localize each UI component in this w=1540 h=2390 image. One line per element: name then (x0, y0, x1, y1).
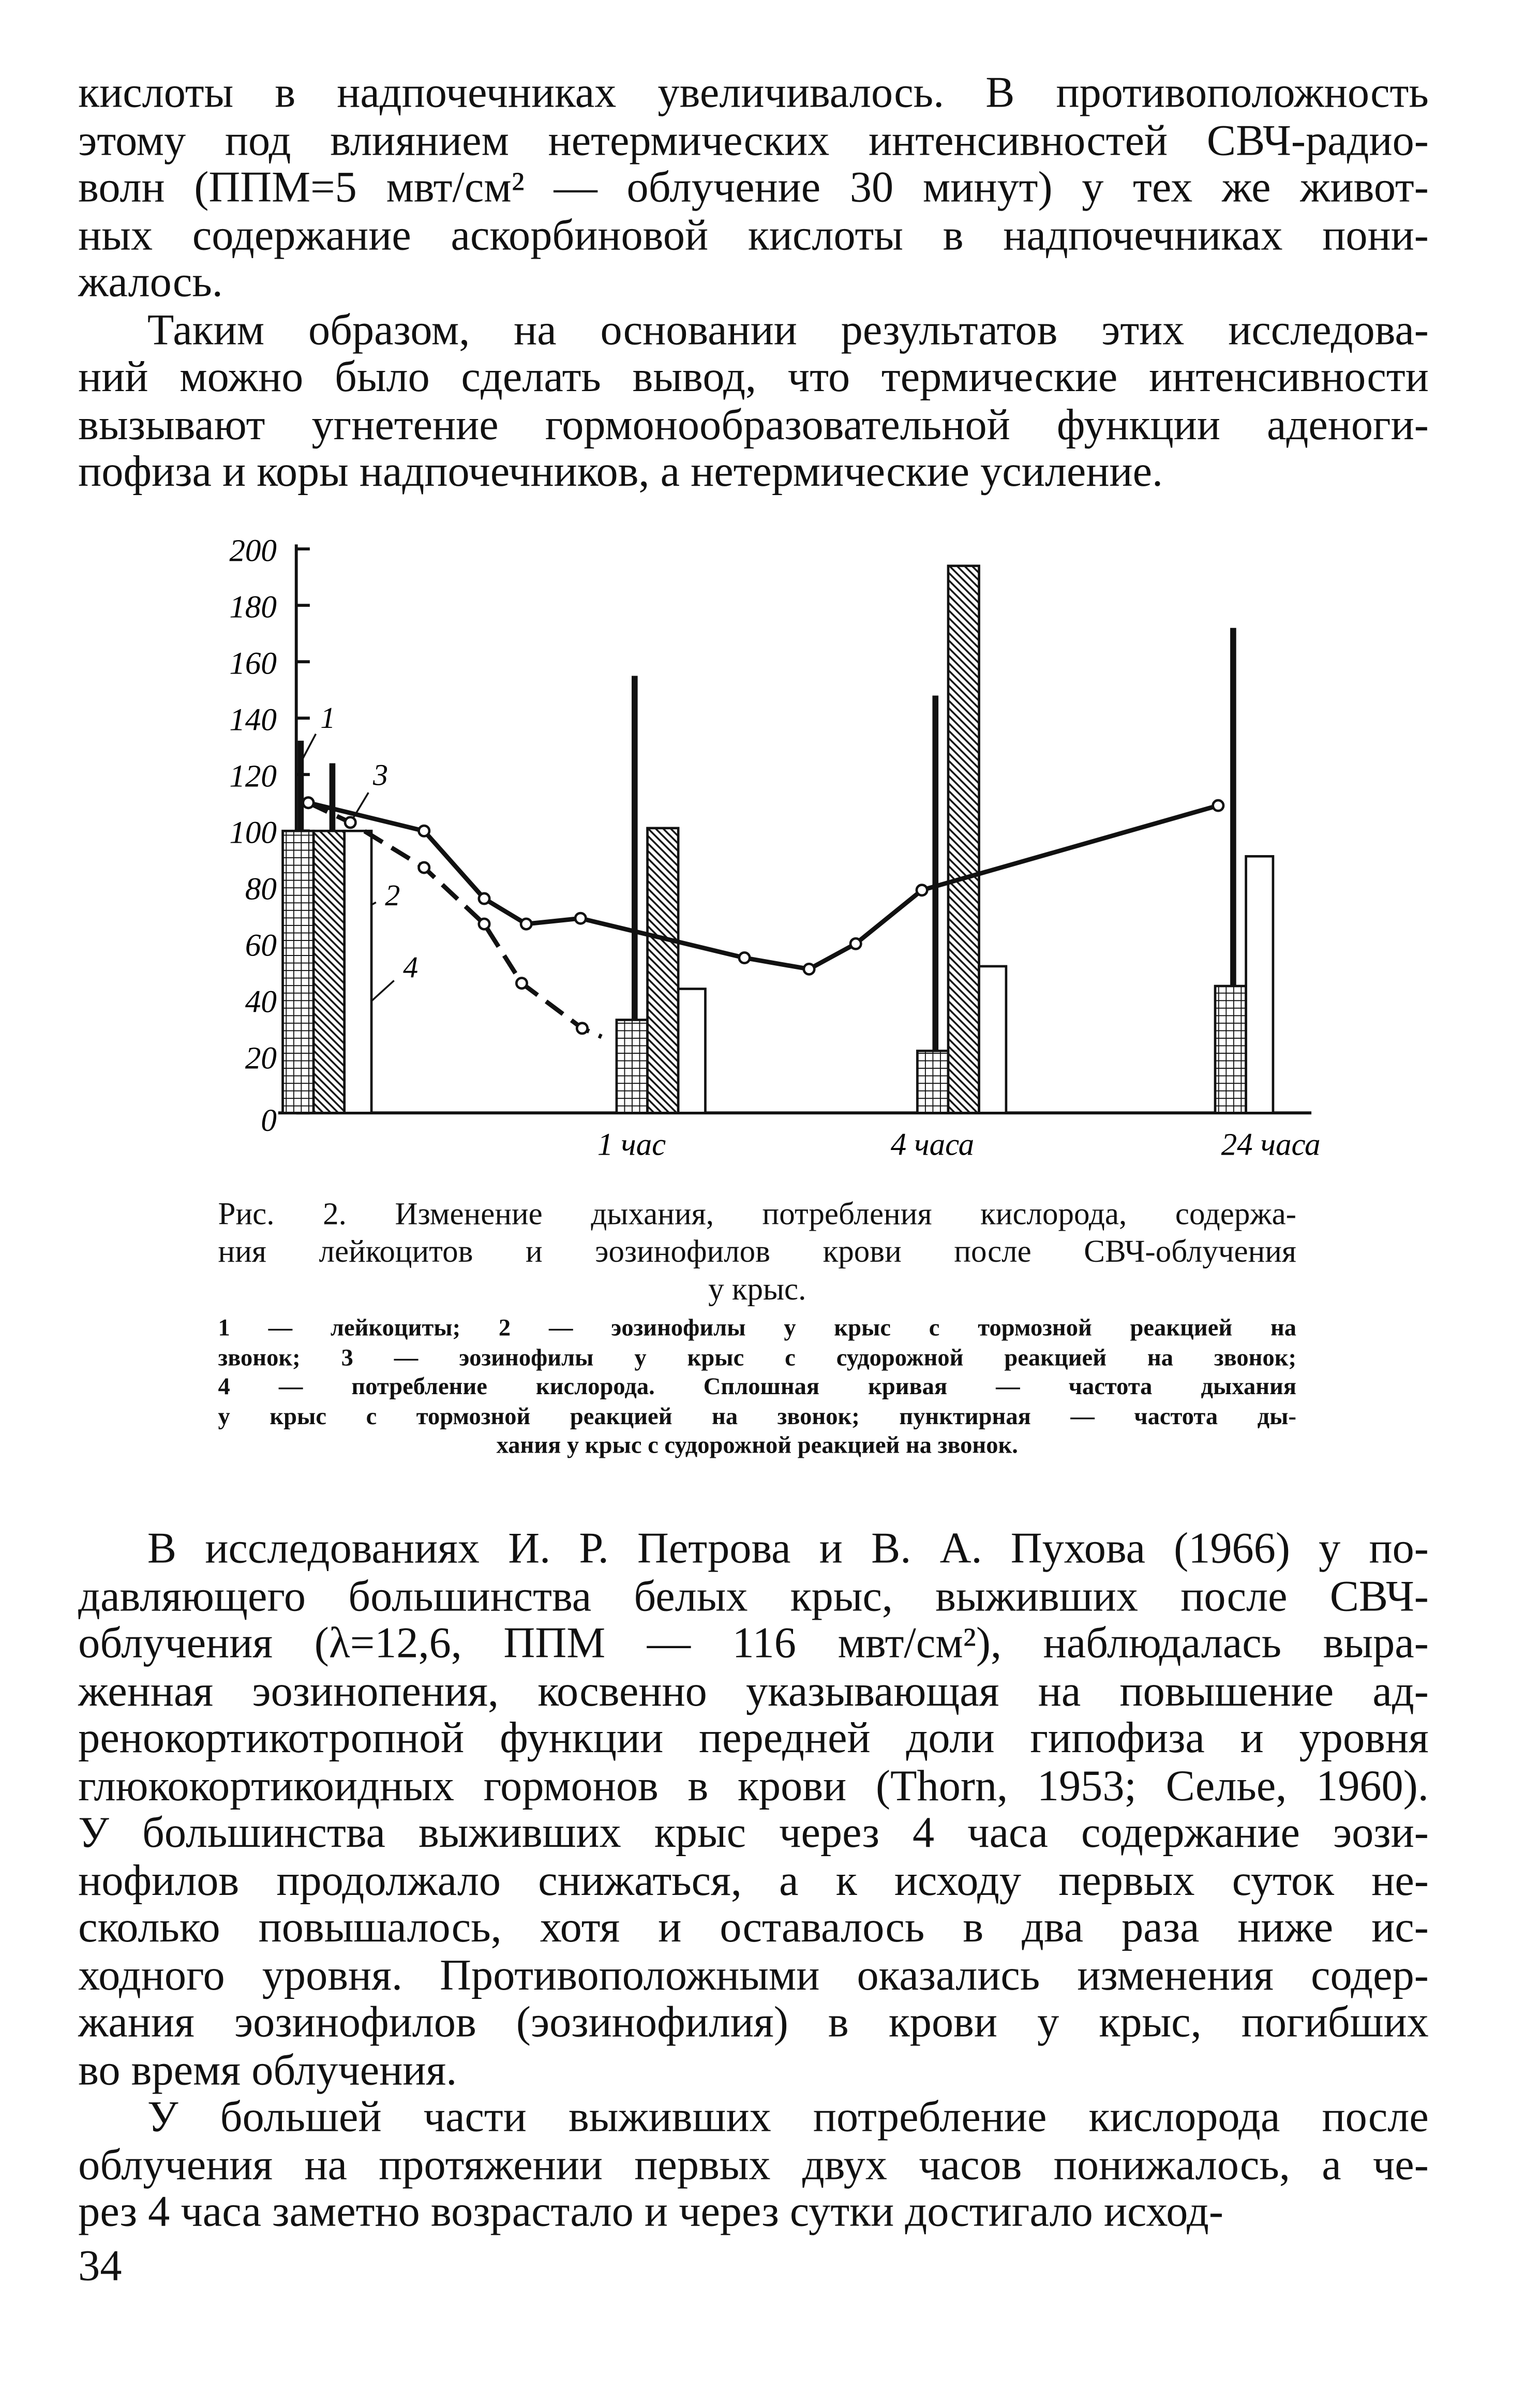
point (1212, 799, 1225, 812)
y-tick-label: 60 (245, 929, 277, 963)
text-line: во время облучения. (78, 2046, 457, 2095)
y-tick-label: 100 (229, 815, 277, 850)
bar (632, 676, 638, 1113)
point (915, 884, 929, 897)
bar (916, 1050, 950, 1114)
y-tick-label: 120 (229, 759, 277, 794)
text-line: хания у крыс с судорожной реакцией на зв… (496, 1433, 1018, 1459)
point (417, 824, 431, 838)
text-line: давляющего большинства белых крыс, выжив… (78, 1572, 1429, 1621)
y-tick-label: 180 (229, 590, 277, 624)
text-line: сколько повышалось, хотя и оставалось в … (78, 1904, 1429, 1952)
text-line: У большей части выживших потребление кис… (147, 2093, 1429, 2142)
text-line: В исследованиях И. Р. Петрова и В. А. Пу… (147, 1525, 1429, 1573)
y-tick-label: 20 (245, 1041, 277, 1076)
bar (978, 965, 1008, 1114)
point (519, 917, 533, 931)
point (343, 816, 357, 829)
point (477, 917, 491, 931)
text-line: нофилов продолжало снижаться, а к исходу… (78, 1856, 1429, 1905)
text-line: глюкокортикоидных гормонов в крови (Thor… (78, 1761, 1429, 1810)
bar (646, 827, 680, 1114)
bar (281, 829, 315, 1114)
y-tick-label: 0 (261, 1103, 277, 1138)
text-line: вызывают угнетение гормонообразовательно… (78, 400, 1429, 449)
text-line: ния лейкоцитов и эозинофилов крови после… (218, 1233, 1297, 1269)
text-line: ходного уровня. Противоположными оказали… (78, 1951, 1429, 2000)
x-tick-label: 4 часа (891, 1128, 974, 1162)
text-line: ных содержание аскорбиновой кислоты в на… (78, 211, 1429, 260)
text-line: У большинства выживших крыс через 4 часа… (78, 1809, 1429, 1858)
text-line: облучения (λ=12,6, ППМ — 116 мвт/см²), н… (78, 1620, 1429, 1668)
x-tick-label: 1 час (597, 1128, 666, 1162)
point (417, 861, 431, 874)
text-line: 4 — потребление кислорода. Сплошная крив… (218, 1375, 1297, 1400)
bar (1214, 984, 1247, 1114)
y-tick-label: 40 (245, 985, 277, 1020)
bar (932, 695, 939, 1113)
bar (312, 829, 346, 1114)
y-tick-label: 140 (229, 703, 277, 737)
point (477, 892, 491, 905)
page-number: 34 (78, 2242, 122, 2291)
y-tick-label: 80 (245, 872, 277, 907)
text-line: Рис. 2. Изменение дыхания, потребления к… (218, 1196, 1297, 1232)
text-line: жалось. (78, 259, 223, 307)
bar (615, 1019, 649, 1114)
text-line: пофиза и коры надпочечников, а нетермиче… (78, 448, 1163, 497)
y-tick-label: 160 (229, 646, 277, 681)
point (574, 912, 587, 925)
bar (343, 829, 373, 1114)
text-line: этому под влиянием нетермических интенси… (78, 116, 1429, 165)
text-line: ренокортикотропной функции передней доли… (78, 1714, 1429, 1763)
x-tick-label: 24 часа (1221, 1128, 1321, 1162)
point (575, 1022, 589, 1035)
text-line: у крыс. (708, 1271, 806, 1307)
point (302, 796, 315, 810)
bar (677, 988, 707, 1114)
text-line: звонок; 3 — эозинофилы у крыс с судорожн… (218, 1345, 1297, 1371)
bar (1230, 628, 1236, 1113)
text-line: 1 — лейкоциты; 2 — эозинофилы у крыс с т… (218, 1316, 1297, 1342)
text-line: жания эозинофилов (эозинофилия) в крови … (78, 1998, 1429, 2047)
point (738, 951, 751, 965)
point (849, 937, 862, 950)
point (515, 977, 529, 990)
series-label: 1 (320, 701, 335, 735)
line (307, 800, 1219, 972)
series-label: 2 (385, 878, 400, 912)
text-line: волн (ППМ=5 мвт/см² — облучение 30 минут… (78, 163, 1429, 212)
bar (1245, 855, 1275, 1114)
text-line: рез 4 часа заметно возрастало и через су… (78, 2188, 1224, 2237)
y-tick-label: 200 (229, 533, 277, 568)
text-line: у крыс с тормозной реакцией на звонок; п… (218, 1403, 1297, 1430)
series-label: 4 (403, 951, 418, 984)
point (802, 962, 816, 976)
bar (947, 564, 980, 1114)
text-line: облучения на протяжении первых двух часо… (78, 2141, 1429, 2189)
text-line: ний можно было сделать вывод, что термич… (78, 353, 1429, 402)
text-line: Таким образом, на основании результатов … (147, 306, 1429, 354)
series-label: 3 (372, 758, 388, 792)
text-line: женная эозинопения, косвенно указывающая… (78, 1667, 1429, 1715)
text-line: кислоты в надпочечниках увеличивалось. В… (78, 69, 1429, 117)
